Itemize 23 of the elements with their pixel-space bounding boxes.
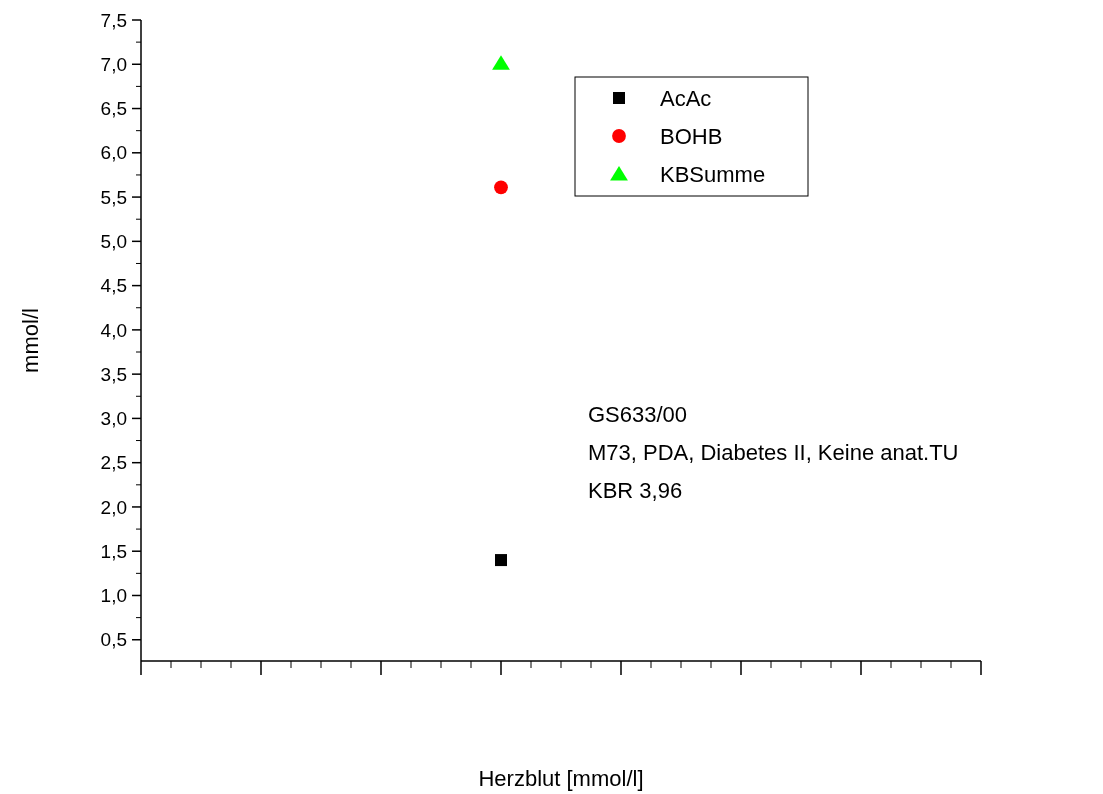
y-tick-label: 6,5 — [100, 98, 127, 120]
y-tick-label: 5,0 — [100, 230, 127, 252]
y-tick-label: 4,0 — [100, 319, 127, 341]
y-tick-label: 0,5 — [100, 629, 127, 651]
y-tick-label: 5,5 — [100, 186, 127, 208]
y-tick-label: 1,0 — [100, 585, 127, 607]
y-tick-label: 3,5 — [100, 363, 127, 385]
legend-label: KBSumme — [660, 161, 766, 187]
y-tick-label: 7,0 — [100, 53, 127, 75]
y-tick-label: 2,0 — [100, 496, 127, 518]
y-tick-label: 2,5 — [100, 452, 127, 474]
y-axis-title: mmol/l — [18, 308, 43, 373]
annotation: KBR 3,96 — [588, 478, 683, 503]
x-axis-title: Herzblut [mmol/l] — [478, 766, 644, 791]
legend-label: BOHB — [660, 123, 723, 149]
annotation: GS633/00 — [588, 402, 688, 427]
y-tick-label: 6,0 — [100, 142, 127, 164]
annotation: M73, PDA, Diabetes II, Keine anat.TU — [588, 440, 959, 465]
y-tick-label: 4,5 — [100, 275, 127, 297]
y-tick-label: 7,5 — [100, 9, 127, 31]
legend-label: AcAc — [660, 85, 712, 111]
y-tick-label: 3,0 — [100, 408, 127, 430]
y-tick-label: 1,5 — [100, 540, 127, 562]
